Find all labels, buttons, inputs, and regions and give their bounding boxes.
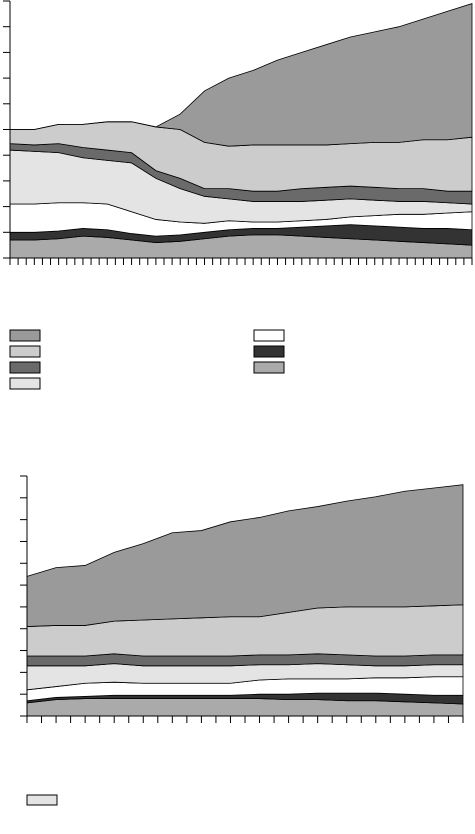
legend-swatch xyxy=(9,377,41,390)
legend-swatch xyxy=(253,345,285,358)
legend-swatch xyxy=(9,329,41,342)
legend-swatch xyxy=(253,329,285,342)
legend-swatch xyxy=(253,361,285,374)
legend-swatch xyxy=(9,345,41,358)
area-series xyxy=(10,3,473,147)
area-series xyxy=(26,484,464,627)
legend-swatch xyxy=(9,361,41,374)
legend-swatch xyxy=(26,794,58,806)
